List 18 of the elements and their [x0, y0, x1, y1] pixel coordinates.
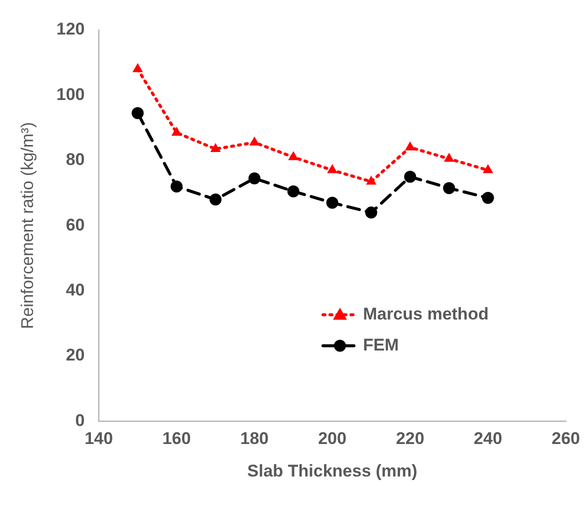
x-axis-title: Slab Thickness (mm)	[247, 461, 418, 480]
x-tick-label: 180	[240, 429, 269, 448]
x-tick-label: 160	[162, 429, 191, 448]
y-tick-label: 100	[56, 84, 85, 104]
y-tick-label: 60	[66, 215, 85, 234]
legend-label: FEM	[362, 335, 399, 354]
y-tick-label: 80	[66, 150, 85, 170]
x-tick-label: 220	[396, 429, 424, 448]
y-axis-title: Reinforcement ratio (kg/m³)	[18, 122, 37, 330]
y-tick-label: 120	[56, 20, 85, 39]
x-tick-label: 240	[474, 429, 502, 448]
legend-label: Marcus method	[362, 304, 489, 324]
x-tick-label: 260	[552, 429, 580, 448]
y-tick-label: 20	[66, 346, 85, 365]
y-tick-label: 40	[66, 280, 85, 300]
y-tick-label: 0	[75, 410, 85, 430]
x-tick-label: 140	[84, 429, 113, 448]
x-tick-label: 200	[318, 429, 346, 448]
